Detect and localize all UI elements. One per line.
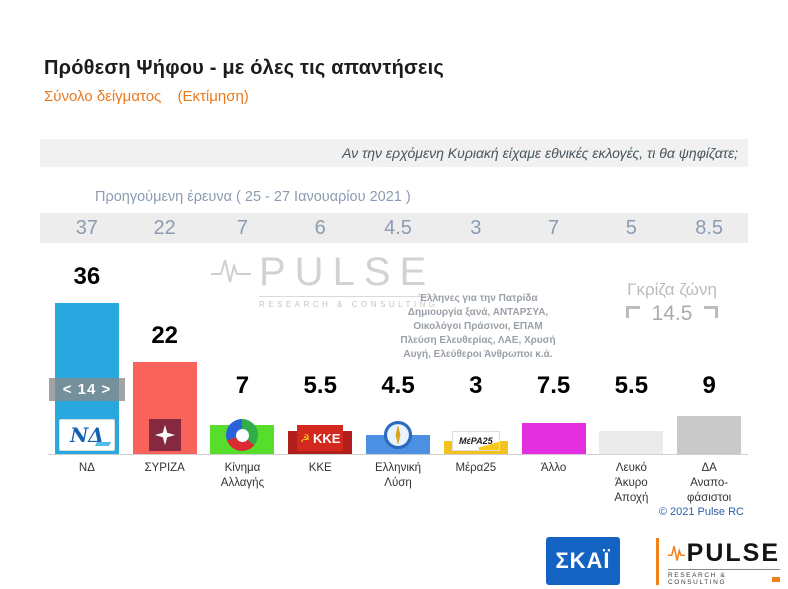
pulse-waveform-icon <box>211 259 251 283</box>
bar-column-syriza: 22 <box>126 250 204 454</box>
previous-survey-value-kinima-allagis: 7 <box>236 217 249 239</box>
bar-value-kinima-allagis: 7 <box>235 372 250 399</box>
pulse-logo-top: PULSE <box>668 540 780 566</box>
pulse-logo-text: PULSE <box>686 538 780 567</box>
previous-survey-value-kke: 6 <box>314 217 326 239</box>
previous-survey-value-elliniki-lysi: 4.5 <box>384 217 412 239</box>
gray-zone-value-row: 14.5 <box>593 303 751 324</box>
bar-da-anapofasistoi <box>677 416 742 454</box>
pulse-logo-subtitle: RESEARCH & CONSULTING <box>668 572 727 586</box>
mera25-logo-text: ΜέΡΑ25 <box>458 436 493 446</box>
axis-label-elliniki-lysi: Ελληνική Λύση <box>375 462 422 489</box>
bar-column-kke: 5.5 ☭ ΚΚΕ <box>281 250 359 454</box>
bar-value-mera25: 3 <box>469 372 483 399</box>
bar-lefko-akyro-apochi <box>599 430 664 454</box>
question-band: Αν την ερχόμενη Κυριακή είχαμε εθνικές ε… <box>40 139 748 167</box>
pulse-waveform-icon <box>668 546 685 561</box>
bar-value-kke: 5.5 <box>303 372 337 399</box>
axis-label-da-anapofasistoi: ΔΑ Αναπο-φάσιστοι <box>687 462 732 504</box>
previous-values-row: 37 22 7 6 4.5 3 7 5 8.5 <box>48 213 748 243</box>
skai-logo: ΣΚΑΪ <box>546 537 620 585</box>
axis-label-nd: ΝΔ <box>78 462 95 474</box>
el-party-logo <box>382 419 414 451</box>
previous-survey-value-nd: 37 <box>75 217 99 239</box>
previous-survey-value-allo: 7 <box>548 217 560 239</box>
previous-values-band: 37 22 7 6 4.5 3 7 5 8.5 <box>40 213 748 243</box>
page-title: Πρόθεση Ψήφου - με όλες τις απαντήσεις <box>44 57 444 79</box>
gray-zone-value: 14.5 <box>651 302 693 325</box>
footer-divider <box>656 538 659 585</box>
pulse-logo-subtitle-row: RESEARCH & CONSULTING <box>668 569 780 586</box>
bar-value-elliniki-lysi: 4.5 <box>381 372 415 399</box>
gray-zone-annotation: Γκρίζα ζώνη 14.5 <box>593 280 751 324</box>
axis-label-lefko-akyro-apochi: Λευκό Άκυρο Αποχή <box>614 462 649 504</box>
kke-party-logo: ☭ ΚΚΕ <box>297 425 344 451</box>
bar-allo <box>521 422 586 454</box>
watermark-text: PULSE RESEARCH & CONSULTING <box>259 252 439 309</box>
mera-party-logo: ΜέΡΑ25 <box>451 431 500 451</box>
syriza-party-logo <box>148 419 181 451</box>
skai-logo-text: ΣΚΑΪ <box>555 548 611 573</box>
bar-column-allo: 7.5 <box>515 250 593 454</box>
watermark-name: PULSE <box>259 250 436 294</box>
copyright: © 2021 Pulse RC <box>658 506 744 518</box>
bar-column-da-anapofasistoi: 9 <box>670 250 748 454</box>
gray-zone-right-bracket-icon <box>704 306 719 318</box>
pulse-logo: PULSE RESEARCH & CONSULTING <box>668 540 780 586</box>
bar-value-nd: 36 <box>73 262 101 290</box>
axis-label-mera25: Μέρα25 <box>455 462 497 474</box>
bar-column-lefko-akyro-apochi: 5.5 <box>592 250 670 454</box>
chart-subtitle: Σύνολο δείγματος (Εκτίμηση) <box>44 88 249 105</box>
kinal-party-logo <box>226 419 259 451</box>
bar-column-kinima-allagis: 7 <box>204 250 282 454</box>
sample-label: Σύνολο δείγματος <box>44 88 162 105</box>
nd-syriza-diff-band: < 14 > <box>49 378 125 401</box>
axis-labels-row: ΝΔ ΣΥΡΙΖΑ Κίνημα Αλλαγής ΚΚΕ Ελληνική Λύση Μέρα… <box>48 461 748 506</box>
bar-column-mera25: 3 ΜέΡΑ25 <box>437 250 515 454</box>
previous-survey-value-da-anapofasistoi: 8.5 <box>695 217 724 239</box>
hammer-sickle-icon: ☭ <box>300 431 310 445</box>
bar-value-lefko-akyro-apochi: 5.5 <box>614 372 649 399</box>
previous-survey-value-lefko-akyro-apochi: 5 <box>625 217 637 239</box>
other-parties-note: Έλληνες για την Πατρίδα Δημιουργία ξανά, … <box>400 293 556 360</box>
chart-columns: 36 ΝΔ 22 7 5.5 ☭ ΚΚΕ 4.5 3 ΜέΡΑ25 7.5 5.5 9 <box>48 250 748 454</box>
kinal-circle-icon <box>235 428 249 442</box>
axis-label-kke: ΚΚΕ <box>308 462 332 474</box>
bar-chart: PULSE RESEARCH & CONSULTING Έλληνες για … <box>48 250 748 455</box>
previous-survey-value-mera25: 3 <box>470 217 482 239</box>
previous-survey-label: Προηγούμενη έρευνα ( 25 - 27 Ιανουαρίου … <box>95 189 411 205</box>
bar-column-elliniki-lysi: 4.5 <box>359 250 437 454</box>
elliniki-lysi-compass-icon <box>383 420 413 450</box>
gray-zone-left-bracket-icon <box>625 306 640 318</box>
nd-logo-text: ΝΔ <box>69 423 104 447</box>
pulse-watermark: PULSE RESEARCH & CONSULTING <box>211 252 439 309</box>
estimate-label: (Εκτίμηση) <box>177 88 249 105</box>
previous-survey-value-syriza: 22 <box>153 217 176 239</box>
axis-label-kinima-allagis: Κίνημα Αλλαγής <box>220 462 265 489</box>
survey-question: Αν την ερχόμενη Κυριακή είχαμε εθνικές ε… <box>342 145 738 161</box>
bar-value-da-anapofasistoi: 9 <box>702 372 716 399</box>
nd-party-logo: ΝΔ <box>58 419 115 451</box>
gray-zone-label: Γκρίζα ζώνη <box>627 280 717 299</box>
watermark-subtitle: RESEARCH & CONSULTING <box>259 296 439 309</box>
axis-label-syriza: ΣΥΡΙΖΑ <box>144 462 185 474</box>
pulse-logo-accent <box>772 576 780 582</box>
bar-value-allo: 7.5 <box>536 372 571 399</box>
bar-column-nd: 36 ΝΔ <box>48 250 126 454</box>
axis-label-allo: Άλλο <box>540 462 567 474</box>
bar-value-syriza: 22 <box>151 321 179 349</box>
kke-logo-text: ΚΚΕ <box>312 430 341 446</box>
syriza-star-icon <box>154 424 175 446</box>
